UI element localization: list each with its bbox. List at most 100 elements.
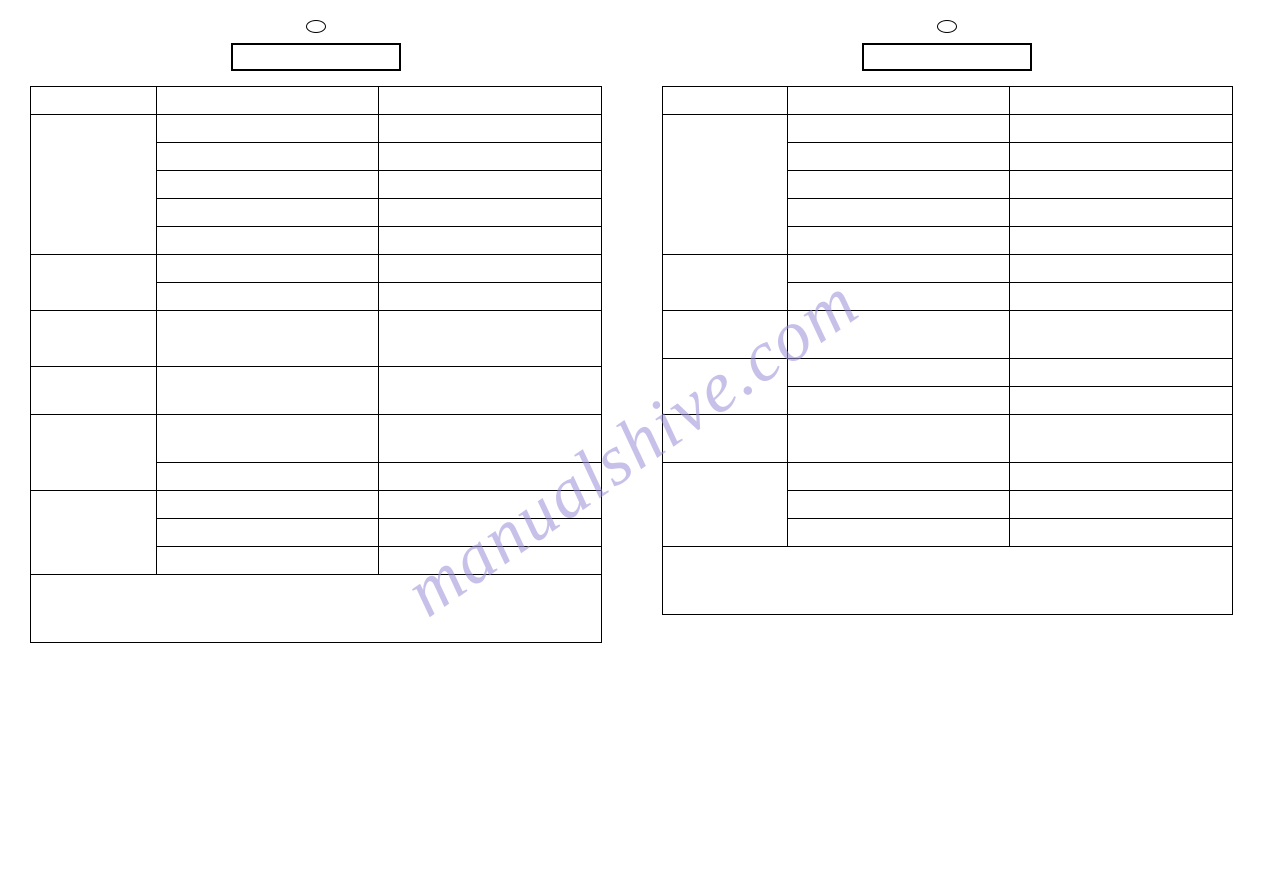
table-cell — [1010, 171, 1233, 199]
right-table — [662, 86, 1234, 615]
table-cell — [156, 283, 378, 311]
table-cell — [156, 547, 378, 575]
table-cell — [156, 143, 378, 171]
table-cell — [1010, 415, 1233, 463]
table-cell — [31, 415, 157, 491]
table-footer-cell — [662, 547, 1233, 615]
table-cell — [378, 199, 601, 227]
table-cell — [378, 415, 601, 463]
table-cell — [378, 87, 601, 115]
table-cell — [378, 255, 601, 283]
table-cell — [156, 519, 378, 547]
table-cell — [1010, 311, 1233, 359]
table-cell — [788, 415, 1010, 463]
table-cell — [156, 227, 378, 255]
table-row — [662, 255, 1233, 283]
table-cell — [1010, 199, 1233, 227]
table-row — [31, 87, 602, 115]
table-cell — [788, 227, 1010, 255]
table-cell — [156, 311, 378, 367]
table-cell — [1010, 387, 1233, 415]
table-cell — [1010, 143, 1233, 171]
table-cell — [378, 171, 601, 199]
table-cell — [1010, 115, 1233, 143]
table-row — [662, 463, 1233, 491]
table-row — [662, 115, 1233, 143]
table-row — [662, 415, 1233, 463]
table-cell — [378, 491, 601, 519]
table-cell — [156, 491, 378, 519]
circle-indicator-icon — [937, 20, 957, 33]
table-cell — [31, 367, 157, 415]
table-cell — [788, 143, 1010, 171]
table-cell — [788, 255, 1010, 283]
table-row — [31, 255, 602, 283]
table-cell — [1010, 491, 1233, 519]
right-panel — [662, 20, 1234, 643]
table-cell — [31, 491, 157, 575]
table-cell — [378, 547, 601, 575]
table-cell — [156, 255, 378, 283]
table-row — [662, 311, 1233, 359]
table-cell — [31, 115, 157, 255]
table-footer-row — [662, 547, 1233, 615]
table-cell — [378, 283, 601, 311]
table-cell — [156, 87, 378, 115]
left-title-box — [231, 43, 401, 71]
table-cell — [662, 311, 788, 359]
table-cell — [378, 367, 601, 415]
table-row — [31, 491, 602, 519]
table-cell — [662, 359, 788, 415]
table-cell — [156, 115, 378, 143]
table-cell — [788, 283, 1010, 311]
table-cell — [662, 87, 788, 115]
table-cell — [378, 519, 601, 547]
table-row — [31, 415, 602, 463]
table-cell — [788, 311, 1010, 359]
table-cell — [156, 171, 378, 199]
circle-indicator-icon — [306, 20, 326, 33]
table-cell — [788, 463, 1010, 491]
table-cell — [788, 491, 1010, 519]
table-cell — [1010, 283, 1233, 311]
table-cell — [662, 415, 788, 463]
table-cell — [378, 463, 601, 491]
table-cell — [1010, 463, 1233, 491]
table-footer-cell — [31, 575, 602, 643]
table-cell — [788, 519, 1010, 547]
table-cell — [156, 199, 378, 227]
table-cell — [1010, 359, 1233, 387]
table-cell — [788, 87, 1010, 115]
table-cell — [378, 115, 601, 143]
table-row — [662, 87, 1233, 115]
left-table — [30, 86, 602, 643]
table-cell — [156, 463, 378, 491]
table-cell — [662, 115, 788, 255]
table-cell — [662, 463, 788, 547]
table-row — [31, 311, 602, 367]
table-cell — [378, 311, 601, 367]
table-cell — [662, 255, 788, 311]
table-footer-row — [31, 575, 602, 643]
table-cell — [1010, 519, 1233, 547]
table-cell — [788, 115, 1010, 143]
table-cell — [788, 359, 1010, 387]
table-cell — [31, 87, 157, 115]
table-cell — [1010, 255, 1233, 283]
page-container — [0, 0, 1263, 663]
table-cell — [1010, 227, 1233, 255]
table-cell — [788, 199, 1010, 227]
table-cell — [378, 227, 601, 255]
right-title-box — [862, 43, 1032, 71]
table-cell — [31, 255, 157, 311]
table-cell — [156, 367, 378, 415]
table-cell — [788, 171, 1010, 199]
table-cell — [156, 415, 378, 463]
left-panel — [30, 20, 602, 643]
table-cell — [788, 387, 1010, 415]
table-cell — [1010, 87, 1233, 115]
table-row — [31, 115, 602, 143]
table-cell — [31, 311, 157, 367]
table-row — [662, 359, 1233, 387]
table-row — [31, 367, 602, 415]
